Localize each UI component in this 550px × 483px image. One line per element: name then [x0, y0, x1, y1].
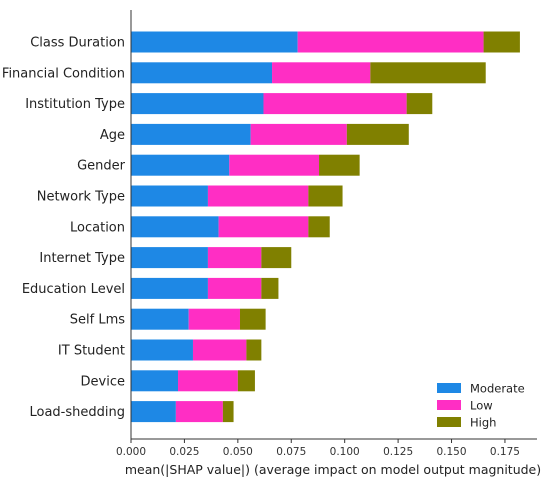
legend-label-high: High: [470, 416, 496, 430]
bar-self-lms-moderate: [131, 308, 189, 330]
bar-age-moderate: [131, 123, 251, 145]
bar-device-low: [178, 370, 238, 392]
bar-location-low: [218, 216, 309, 238]
bar-self-lms-high: [239, 308, 266, 330]
feature-label: Institution Type: [25, 97, 125, 112]
bar-load-shedding-low: [175, 401, 223, 423]
x-tick-label: 0.150: [436, 446, 466, 458]
bars-layer: [131, 31, 520, 423]
bar-location-moderate: [131, 216, 219, 238]
bar-class-duration-moderate: [131, 31, 298, 53]
feature-label: Gender: [77, 159, 126, 174]
bar-it-student-high: [246, 339, 262, 361]
bar-class-duration-low: [297, 31, 484, 53]
feature-label: Age: [100, 128, 125, 143]
bar-load-shedding-moderate: [131, 401, 176, 423]
x-tick-label: 0.175: [490, 446, 520, 458]
bar-network-type-moderate: [131, 185, 208, 207]
bar-gender-high: [319, 154, 360, 176]
bar-education-level-high: [261, 277, 279, 299]
feature-labels: Class Duration Financial Condition Institu…: [2, 36, 126, 421]
feature-label: Internet Type: [39, 251, 125, 266]
x-axis-title: mean(|SHAP value|) (average impact on mo…: [125, 462, 541, 477]
bar-class-duration-high: [483, 31, 520, 53]
x-tick-label: 0.050: [223, 446, 253, 458]
feature-label: Self Lms: [70, 313, 125, 328]
feature-label: Location: [70, 220, 125, 235]
legend: Moderate Low High: [437, 382, 525, 430]
bar-self-lms-low: [188, 308, 240, 330]
bar-internet-type-low: [207, 247, 262, 269]
x-tick-label: 0.000: [116, 446, 146, 458]
bar-education-level-low: [207, 277, 262, 299]
bar-financial-condition-high: [370, 62, 486, 84]
x-tick-label: 0.075: [276, 446, 306, 458]
bar-it-student-moderate: [131, 339, 193, 361]
x-tick-label: 0.025: [169, 446, 199, 458]
feature-label: Network Type: [37, 190, 125, 205]
feature-label: IT Student: [58, 344, 125, 359]
bar-network-type-low: [207, 185, 309, 207]
bar-age-high: [346, 123, 409, 145]
bar-device-high: [237, 370, 255, 392]
bar-device-moderate: [131, 370, 179, 392]
x-axis: 0.000 0.025 0.050 0.075 0.100 0.125 0.150 0.175: [116, 10, 537, 458]
feature-label: Financial Condition: [2, 66, 125, 81]
bar-network-type-high: [308, 185, 343, 207]
bar-load-shedding-high: [222, 401, 234, 423]
bar-institution-type-high: [406, 93, 433, 115]
legend-swatch-high: [437, 417, 461, 427]
feature-label: Device: [81, 374, 125, 389]
x-tick-label: 0.125: [383, 446, 413, 458]
bar-it-student-low: [192, 339, 247, 361]
bar-gender-low: [229, 154, 320, 176]
feature-label: Class Duration: [30, 36, 125, 51]
legend-label-moderate: Moderate: [470, 382, 525, 396]
bar-location-high: [308, 216, 330, 238]
bar-gender-moderate: [131, 154, 230, 176]
feature-label: Education Level: [22, 282, 125, 297]
bar-education-level-moderate: [131, 277, 208, 299]
bar-institution-type-low: [263, 93, 407, 115]
legend-swatch-moderate: [437, 383, 461, 393]
bar-age-low: [250, 123, 347, 145]
bar-institution-type-moderate: [131, 93, 264, 115]
bar-financial-condition-low: [272, 62, 371, 84]
bar-internet-type-moderate: [131, 247, 208, 269]
bar-internet-type-high: [261, 247, 292, 269]
legend-label-low: Low: [470, 399, 493, 413]
bar-financial-condition-moderate: [131, 62, 273, 84]
x-tick-label: 0.100: [330, 446, 360, 458]
feature-label: Load-shedding: [30, 405, 126, 420]
legend-swatch-low: [437, 400, 461, 410]
